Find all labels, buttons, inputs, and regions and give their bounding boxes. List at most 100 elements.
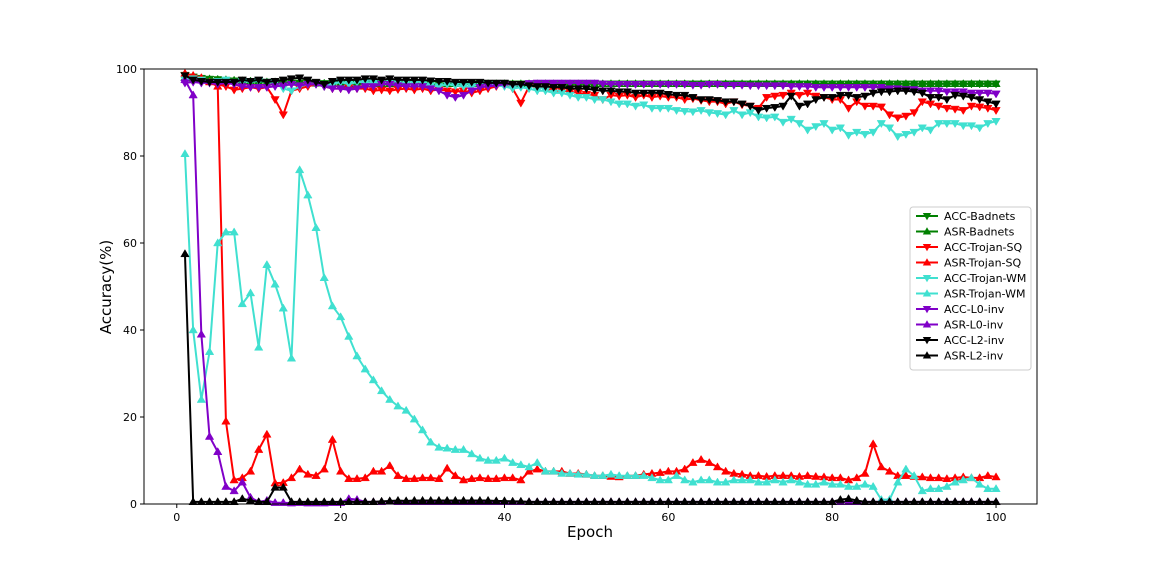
y-tick-label: 100 (116, 63, 137, 76)
data-point (901, 131, 911, 139)
data-point (934, 102, 944, 111)
data-point (958, 122, 968, 131)
data-point (966, 94, 977, 102)
y-tick-label: 60 (123, 237, 137, 250)
data-point (606, 98, 616, 107)
data-point (942, 88, 952, 97)
data-point (639, 497, 649, 506)
data-point (671, 107, 682, 116)
data-point (548, 466, 559, 475)
data-point (237, 494, 247, 502)
data-point (852, 94, 862, 102)
data-point (975, 96, 985, 105)
data-point (958, 497, 968, 506)
data-point (680, 91, 690, 100)
data-point (721, 111, 731, 120)
data-point (622, 471, 633, 479)
data-point (311, 471, 321, 479)
data-point (843, 494, 854, 502)
data-point (762, 114, 772, 123)
data-point (188, 90, 198, 99)
data-point (262, 260, 272, 268)
data-point (639, 81, 649, 89)
data-point (901, 112, 911, 121)
data-point (753, 477, 764, 486)
data-point (262, 429, 272, 438)
data-point (565, 79, 575, 88)
data-point (417, 76, 428, 85)
data-point (417, 495, 428, 504)
data-point (647, 89, 657, 98)
x-tick-label: 100 (986, 511, 1007, 524)
data-point (516, 81, 526, 89)
data-point (295, 74, 305, 83)
data-point (893, 87, 903, 96)
series-asr-trojan-sq (180, 68, 1001, 487)
legend-marker (922, 337, 932, 345)
data-point (254, 497, 264, 506)
data-point (360, 83, 370, 92)
data-point (442, 463, 452, 472)
data-point (393, 401, 403, 410)
data-point (598, 87, 608, 96)
data-point (532, 457, 542, 466)
data-point (532, 497, 542, 506)
data-point (966, 122, 977, 131)
data-point (393, 495, 403, 504)
data-point (295, 165, 305, 174)
data-point (893, 497, 903, 506)
data-point (622, 81, 633, 89)
data-point (352, 474, 362, 482)
data-point (589, 497, 600, 506)
data-point (852, 473, 862, 482)
data-point (811, 479, 821, 488)
data-point (229, 497, 239, 506)
data-point (704, 96, 714, 105)
data-point (606, 497, 616, 506)
data-point (655, 89, 665, 98)
data-point (295, 497, 305, 506)
data-point (442, 91, 452, 100)
data-point (344, 76, 354, 85)
data-point (958, 79, 968, 87)
data-point (606, 469, 616, 478)
data-point (688, 94, 698, 102)
data-point (925, 484, 936, 492)
data-point (204, 347, 215, 355)
legend-label: ASR-Trojan-WM (944, 288, 1025, 301)
data-point (721, 477, 731, 486)
data-point (229, 486, 239, 495)
data-point (598, 96, 608, 105)
data-point (876, 120, 886, 129)
data-point (589, 96, 600, 105)
data-point (221, 78, 231, 87)
data-point (295, 82, 305, 91)
data-point (721, 81, 731, 90)
data-point (589, 86, 600, 95)
data-point (802, 83, 813, 92)
x-ticks: 0 20 40 60 80 100 (173, 504, 1007, 524)
data-point (475, 473, 485, 482)
data-point (434, 87, 444, 96)
data-point (647, 104, 657, 113)
data-point (696, 96, 706, 105)
data-point (671, 471, 682, 479)
x-tick-label: 40 (497, 511, 511, 524)
series-line (184, 74, 997, 112)
legend-marker (922, 258, 932, 266)
data-point (278, 76, 288, 85)
x-tick-label: 20 (334, 511, 348, 524)
data-point (721, 98, 731, 107)
data-point (180, 149, 190, 158)
data-point (762, 82, 772, 91)
data-point (606, 81, 616, 89)
data-point (991, 90, 1001, 99)
data-point (770, 113, 780, 122)
data-point (950, 497, 960, 506)
data-point (762, 104, 772, 113)
data-point (639, 89, 649, 98)
data-point (712, 462, 723, 471)
data-point (860, 497, 870, 506)
data-point (204, 431, 215, 440)
